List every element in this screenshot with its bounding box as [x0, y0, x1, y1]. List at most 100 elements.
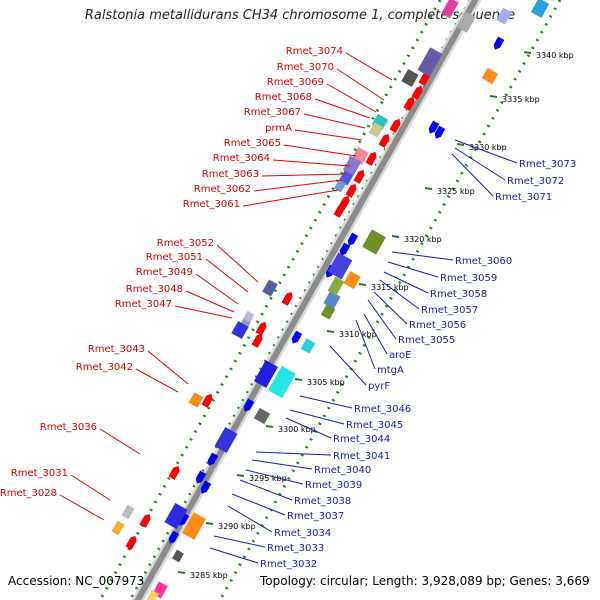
tick-mark	[489, 95, 498, 98]
reverse-gene-arrow	[493, 36, 505, 50]
callout-leader-line	[255, 451, 332, 456]
right-gene-label[interactable]: Rmet_3055	[398, 335, 455, 346]
callout-leader-line	[239, 479, 293, 501]
left-gene-label[interactable]: Rmet_3036	[40, 422, 97, 433]
gene-block	[254, 360, 278, 388]
right-gene-label[interactable]: Rmet_3037	[287, 511, 344, 522]
callout-leader-line	[216, 244, 259, 283]
tick-mark	[236, 474, 245, 477]
left-gene-label[interactable]: Rmet_3062	[194, 184, 251, 195]
right-gene-label[interactable]: Rmet_3041	[333, 451, 390, 462]
left-gene-label[interactable]: Rmet_3031	[11, 468, 68, 479]
callout-leader-line	[336, 68, 385, 101]
left-gene-label[interactable]: Rmet_3069	[267, 77, 324, 88]
right-gene-label[interactable]: pyrF	[368, 381, 390, 392]
forward-gene-arrow	[365, 151, 377, 166]
forward-gene-arrow	[403, 96, 415, 111]
callout-leader-line	[245, 469, 304, 485]
left-gene-label[interactable]: Rmet_3051	[146, 252, 203, 263]
callout-leader-line	[213, 535, 266, 548]
left-gene-label[interactable]: Rmet_3061	[183, 199, 240, 210]
gene-block	[334, 179, 346, 193]
callout-leader-line	[391, 251, 454, 261]
forward-gene-arrow	[251, 333, 263, 348]
callout-leader-line	[303, 113, 366, 129]
left-gene-label[interactable]: Rmet_3063	[202, 169, 259, 180]
reverse-gene-arrow	[347, 232, 359, 246]
gene-block	[262, 279, 278, 297]
tick-label: 3330 kbp	[469, 143, 507, 152]
tick-label: 3285 kbp	[190, 571, 228, 580]
right-gene-label[interactable]: Rmet_3038	[294, 496, 351, 507]
forward-gene-arrow	[139, 513, 151, 528]
left-gene-label[interactable]: Rmet_3042	[76, 362, 133, 373]
reverse-gene-arrow	[339, 242, 351, 256]
gene-block	[231, 320, 249, 340]
gene-block	[530, 0, 550, 18]
left-gene-label[interactable]: Rmet_3048	[126, 284, 183, 295]
gene-block	[327, 276, 345, 296]
right-gene-label[interactable]: Rmet_3073	[519, 159, 576, 170]
gene-block	[342, 156, 362, 176]
right-gene-label[interactable]: Rmet_3071	[495, 192, 552, 203]
reverse-gene-arrow	[207, 452, 219, 466]
right-gene-label[interactable]: Rmet_3060	[455, 256, 512, 267]
right-gene-label[interactable]: mtgA	[377, 365, 404, 376]
right-gene-label[interactable]: Rmet_3058	[430, 289, 487, 300]
tick-label: 3340 kbp	[536, 51, 574, 60]
left-gene-label[interactable]: Rmet_3074	[286, 46, 343, 57]
callout-leader-line	[285, 417, 332, 439]
callout-leader-line	[329, 345, 367, 386]
right-gene-label[interactable]: Rmet_3072	[507, 176, 564, 187]
tick-mark	[205, 522, 214, 525]
left-gene-label[interactable]: Rmet_3049	[136, 267, 193, 278]
left-gene-label[interactable]: Rmet_3047	[115, 299, 172, 310]
gene-block	[417, 47, 443, 77]
right-gene-label[interactable]: Rmet_3046	[354, 404, 411, 415]
right-gene-label[interactable]: Rmet_3059	[440, 273, 497, 284]
callout-leader-line	[387, 261, 439, 278]
callout-leader-line	[251, 459, 313, 470]
left-gene-label[interactable]: Rmet_3064	[213, 153, 270, 164]
left-gene-label[interactable]: Rmet_3065	[224, 138, 281, 149]
accession-text: Accession: NC_007973	[8, 574, 145, 588]
reverse-gene-arrow	[243, 398, 255, 412]
gene-block	[496, 7, 512, 25]
right-gene-label[interactable]: Rmet_3032	[260, 559, 317, 570]
forward-gene-arrow	[255, 321, 267, 336]
right-gene-label[interactable]: Rmet_3040	[314, 465, 371, 476]
gene-features	[111, 0, 550, 600]
left-gene-label[interactable]: Rmet_3068	[255, 92, 312, 103]
callout-leader-line	[59, 494, 105, 521]
right-gene-label[interactable]: Rmet_3039	[305, 480, 362, 491]
gene-block	[172, 549, 184, 563]
left-gene-label[interactable]: Rmet_3067	[244, 107, 301, 118]
reverse-gene-arrow	[291, 330, 303, 344]
tick-label: 3295 kbp	[249, 474, 287, 483]
callout-leader-line	[242, 189, 339, 207]
reverse-gene-arrow	[200, 480, 212, 494]
callout-leader-line	[363, 313, 388, 355]
left-gene-label[interactable]: Rmet_3043	[88, 344, 145, 355]
left-gene-label[interactable]: Rmet_3052	[157, 238, 214, 249]
right-gene-label[interactable]: Rmet_3034	[274, 528, 331, 539]
callout-leader-line	[174, 305, 233, 319]
gene-block	[368, 122, 384, 138]
map-title: Ralstonia metallidurans CH34 chromosome …	[84, 8, 516, 23]
right-gene-label[interactable]: Rmet_3057	[421, 305, 478, 316]
right-gene-label[interactable]: Rmet_3045	[346, 420, 403, 431]
right-gene-label[interactable]: Rmet_3033	[267, 543, 324, 554]
tick-mark	[424, 187, 433, 190]
right-gene-label[interactable]: aroE	[389, 350, 411, 361]
gene-block	[456, 11, 476, 33]
left-gene-label[interactable]: prmA	[265, 123, 292, 134]
tick-label: 3325 kbp	[437, 187, 475, 196]
tick-label: 3320 kbp	[404, 235, 442, 244]
gene-block	[188, 392, 204, 408]
left-gene-label[interactable]: Rmet_3070	[277, 62, 334, 73]
reverse-gene-arrow	[434, 125, 446, 139]
right-gene-label[interactable]: Rmet_3056	[409, 320, 466, 331]
right-gene-label[interactable]: Rmet_3044	[333, 434, 390, 445]
left-gene-label[interactable]: Rmet_3028	[0, 488, 57, 499]
gene-block	[481, 67, 499, 85]
